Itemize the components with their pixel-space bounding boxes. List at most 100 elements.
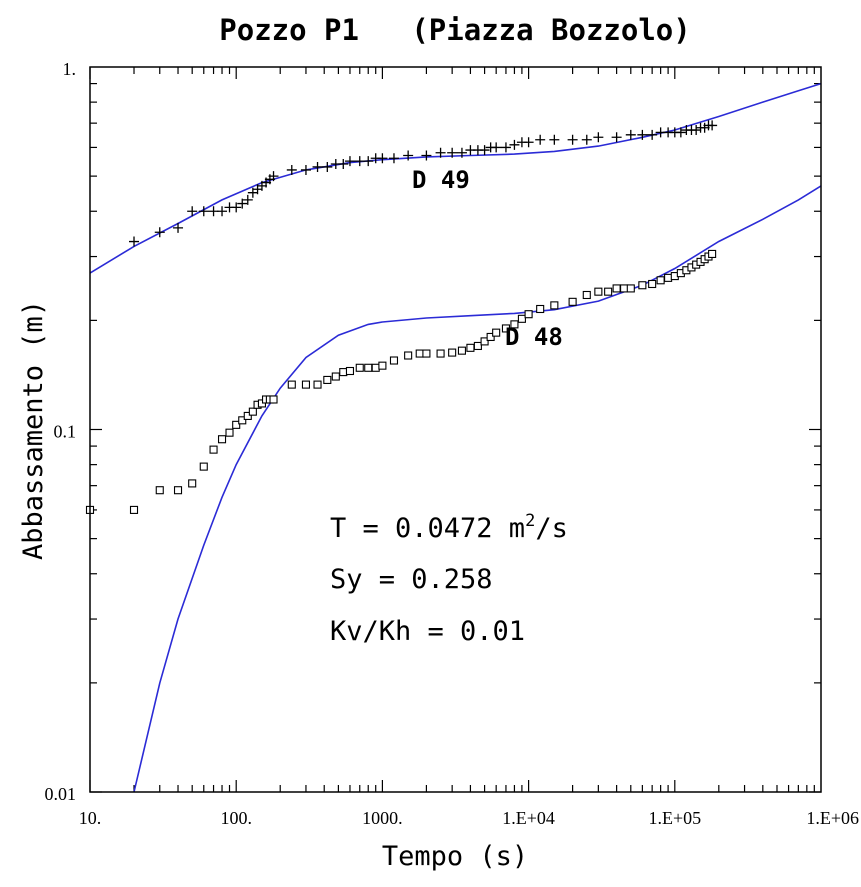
square-marker [422, 349, 431, 358]
plot-frame [89, 66, 822, 793]
square-marker [287, 380, 296, 389]
square-marker [404, 351, 413, 360]
plus-marker [242, 194, 253, 205]
square-marker [517, 314, 526, 323]
square-marker [225, 428, 234, 437]
plus-marker [500, 142, 511, 153]
plus-marker [388, 153, 399, 164]
square-marker [510, 320, 519, 329]
y-tick-label: 0.1 [54, 422, 77, 442]
square-marker [301, 380, 311, 389]
plus-marker [198, 206, 209, 217]
chart-title: Pozzo P1 (Piazza Bozzolo) [219, 13, 690, 47]
square-marker [550, 301, 559, 310]
square-marker [486, 332, 495, 342]
square-marker [656, 276, 665, 285]
square-marker [355, 363, 364, 372]
plus-marker [479, 145, 490, 156]
x-tick-label: 1.E+04 [502, 808, 555, 828]
square-marker [155, 486, 164, 495]
square-marker [331, 372, 340, 381]
plus-marker [637, 129, 648, 140]
square-marker [238, 416, 247, 425]
y-tick-label: 1. [63, 59, 77, 79]
square-marker [269, 395, 278, 404]
x-tick-label: 1000. [362, 808, 403, 828]
plus-marker [338, 159, 349, 170]
x-tick-label: 10. [79, 808, 102, 828]
plus-marker [154, 227, 165, 238]
square-marker [612, 284, 621, 293]
plus-marker [567, 134, 578, 145]
square-marker [173, 486, 183, 495]
plus-marker [217, 206, 228, 217]
square-marker [473, 341, 482, 351]
square-marker [457, 346, 466, 355]
plus-marker [237, 198, 248, 209]
plus-marker [611, 132, 622, 143]
specific-yield-annotation: Sy = 0.258 [330, 564, 493, 595]
square-marker [345, 366, 355, 376]
square-marker [188, 479, 197, 488]
square-marker [389, 356, 399, 365]
plus-marker [691, 125, 702, 136]
square-marker [129, 505, 139, 514]
plus-marker [647, 129, 658, 140]
plus-marker [322, 161, 333, 172]
transmissivity-superscript: 2 [525, 511, 535, 531]
square-marker [501, 324, 511, 333]
square-marker [594, 287, 603, 296]
square-marker [217, 435, 227, 444]
plus-marker [312, 161, 323, 172]
square-marker [626, 284, 635, 293]
plus-marker [549, 134, 560, 145]
plus-marker [286, 164, 297, 175]
square-marker [582, 290, 591, 300]
plus-marker [187, 206, 198, 217]
y-tick-label: 0.01 [45, 784, 77, 804]
x-tick-label: 1.E+05 [648, 808, 701, 828]
square-marker [209, 445, 218, 454]
plus-marker [129, 236, 140, 247]
square-marker [199, 462, 208, 471]
square-marker [708, 249, 717, 258]
square-marker [448, 348, 457, 357]
plus-marker [535, 134, 546, 145]
plus-marker [581, 134, 592, 145]
plus-marker [421, 150, 432, 161]
x-tick-label: 100. [220, 808, 252, 828]
square-marker [536, 304, 545, 314]
square-marker [364, 363, 373, 372]
square-marker [232, 420, 241, 429]
square-marker [604, 287, 613, 296]
plus-marker [344, 156, 355, 167]
x-tick-label: 1.E+06 [806, 808, 859, 828]
square-marker [371, 363, 380, 372]
plus-marker [208, 206, 219, 217]
plus-marker [403, 150, 414, 161]
square-marker [568, 297, 577, 306]
axis-ticks [89, 67, 821, 793]
square-marker [248, 407, 257, 416]
square-marker [466, 343, 475, 352]
square-marker [524, 310, 533, 319]
plus-marker [354, 156, 365, 167]
square-marker [378, 361, 387, 370]
plus-marker [173, 222, 184, 233]
plus-marker [523, 137, 534, 148]
transmissivity-annotation: T = 0.0472 m2/s [330, 511, 568, 544]
plus-marker [456, 147, 467, 158]
series-label-d49: D 49 [412, 166, 470, 194]
plus-marker [491, 142, 502, 153]
plus-marker [363, 156, 374, 167]
transmissivity-prefix: T = 0.0472 m [330, 513, 525, 544]
square-marker [492, 328, 501, 337]
square-marker [638, 281, 647, 290]
plus-marker [300, 164, 311, 175]
square-marker [620, 284, 629, 293]
plus-marker [625, 129, 636, 140]
anisotropy-annotation: Kv/Kh = 0.01 [330, 616, 525, 647]
square-marker [415, 349, 424, 358]
square-marker [436, 349, 445, 358]
